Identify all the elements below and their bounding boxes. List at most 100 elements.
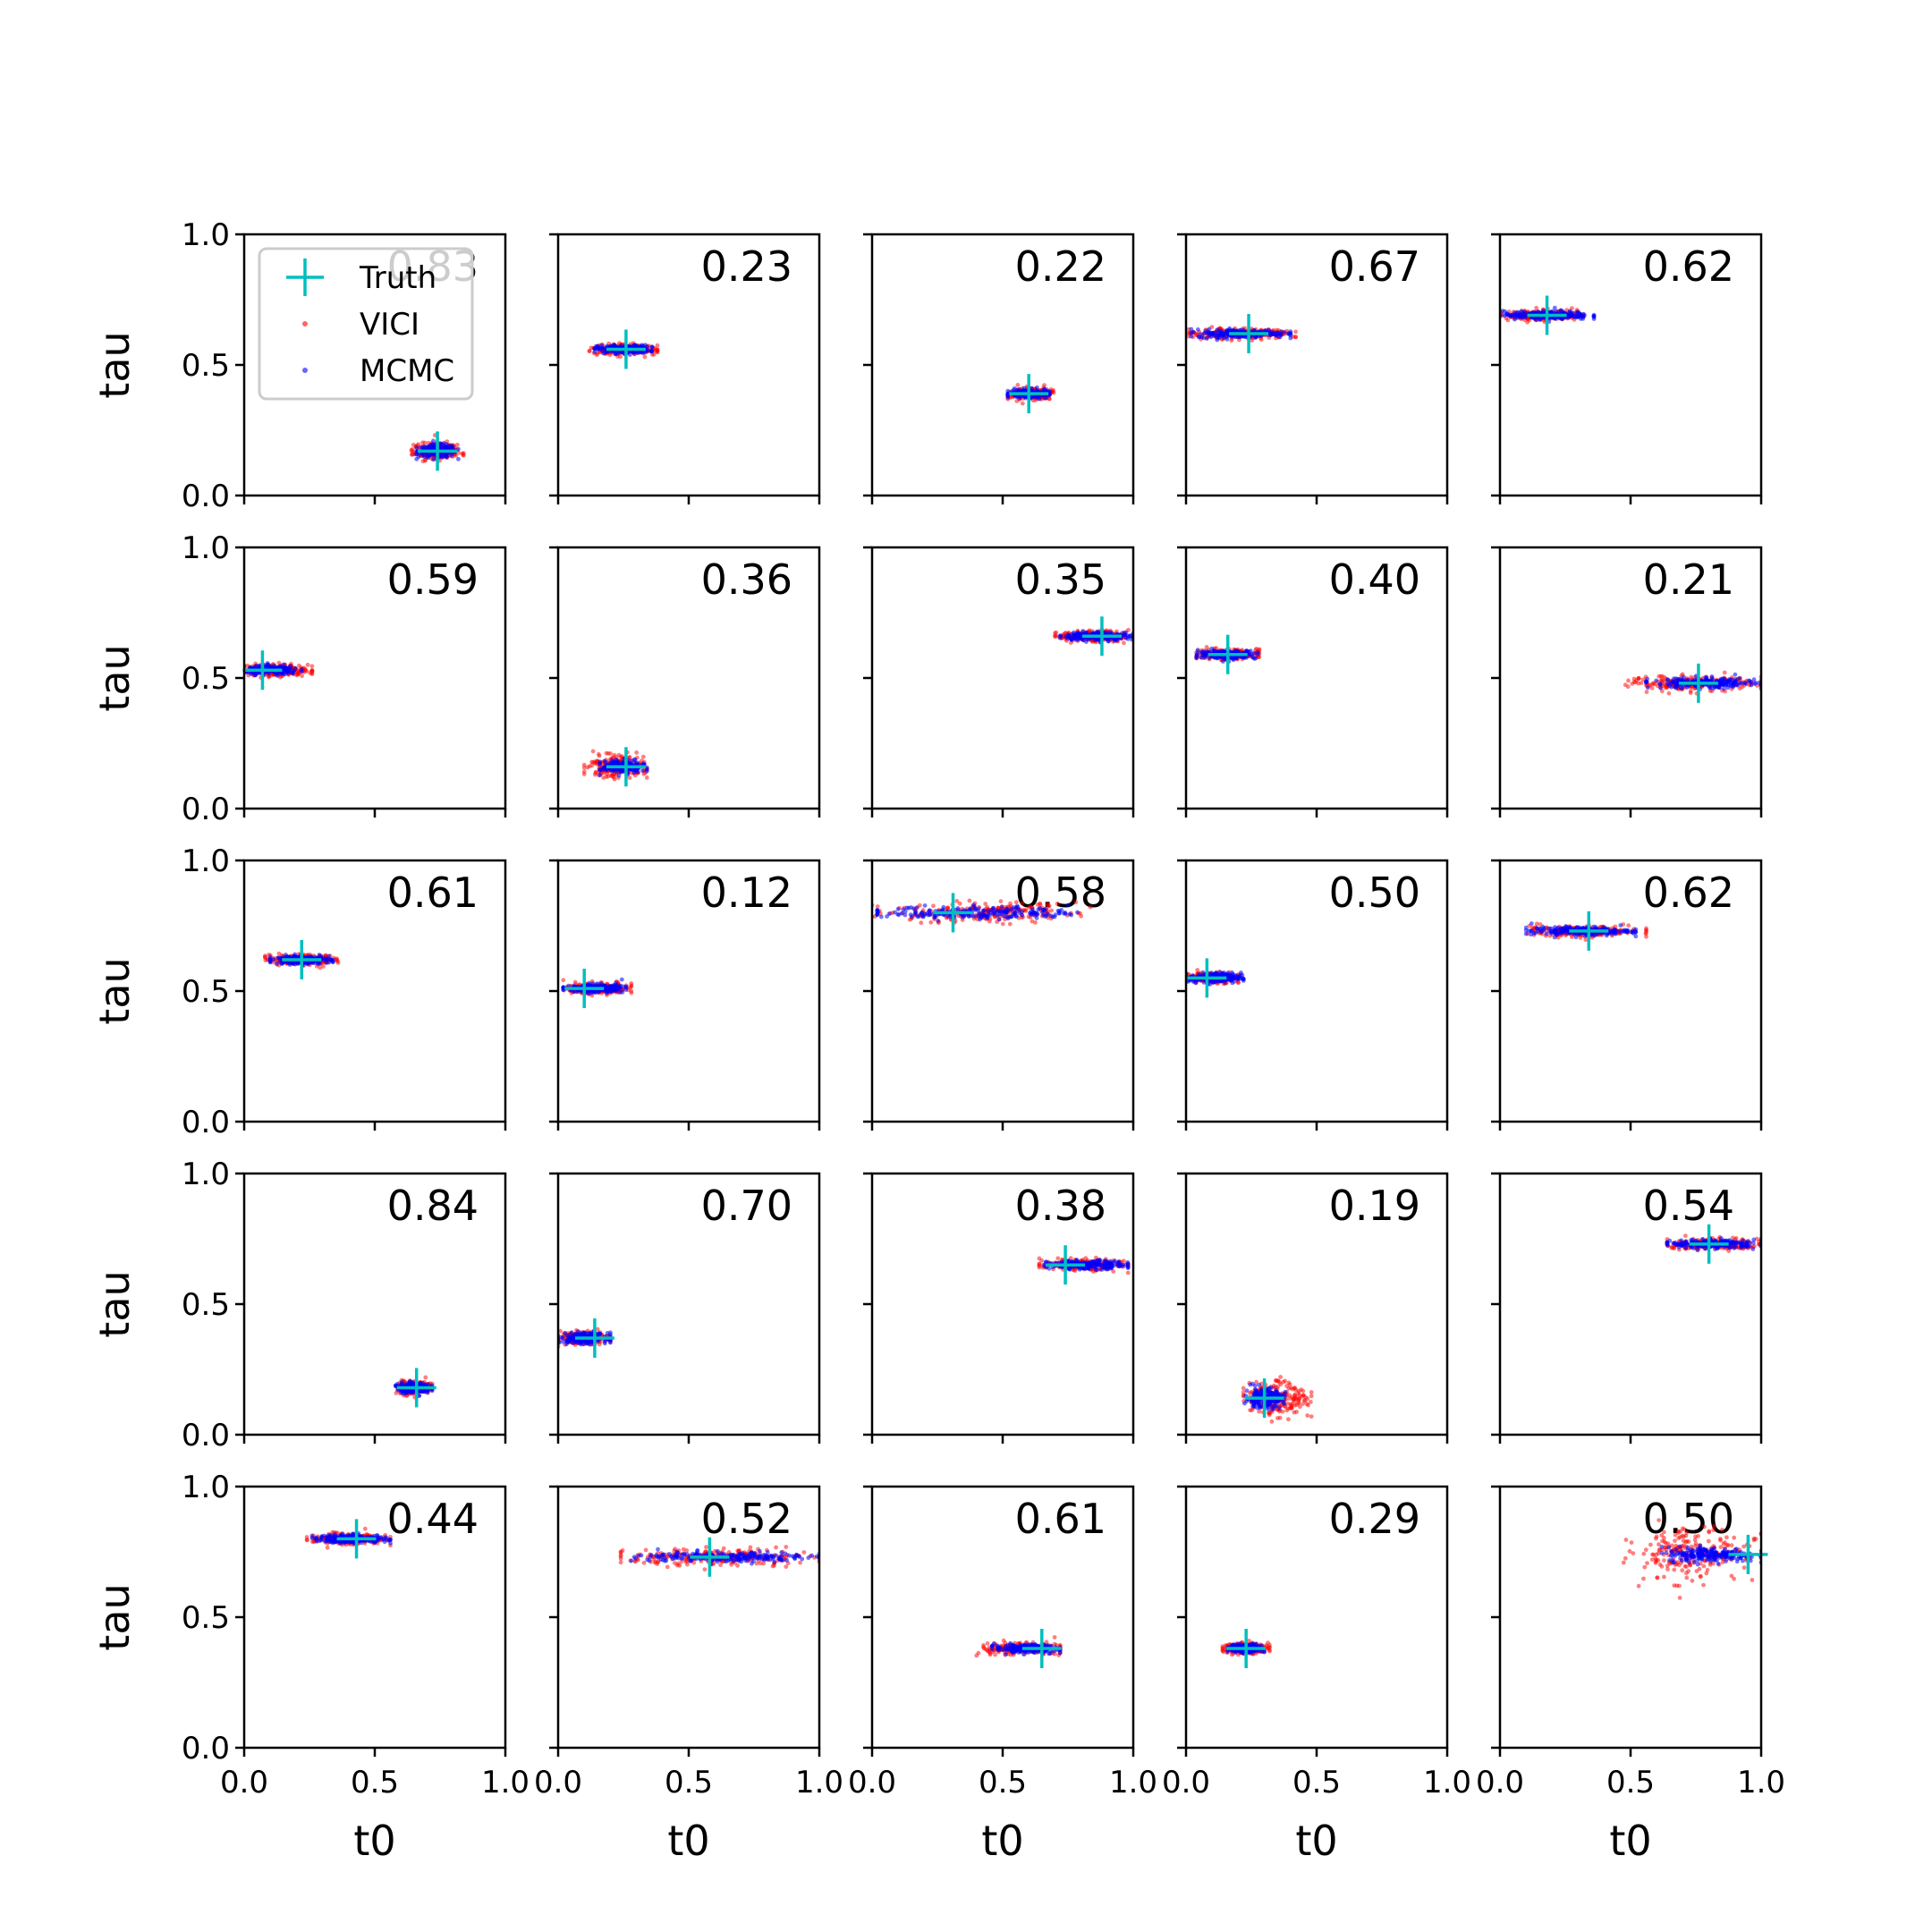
mcmc-point (596, 346, 601, 351)
vici-point (1293, 335, 1298, 340)
mcmc-point (1739, 681, 1744, 685)
mcmc-point (1725, 679, 1731, 684)
mcmc-point (611, 767, 615, 773)
mcmc-point (1550, 309, 1555, 314)
mcmc-point (1559, 316, 1564, 320)
mcmc-point (1568, 309, 1572, 314)
y-tick-label: 0.5 (182, 348, 230, 384)
mcmc-point (1288, 331, 1293, 336)
mcmc-point (1042, 395, 1047, 401)
mcmc-point (597, 760, 603, 766)
mcmc-point (431, 457, 436, 462)
mcmc-point (299, 666, 304, 672)
vici-point (590, 759, 596, 765)
vici-point (640, 754, 646, 759)
vici-point (634, 750, 640, 755)
vici-point (641, 771, 647, 776)
mcmc-point (1721, 686, 1726, 691)
mcmc-point (1644, 680, 1648, 685)
mcmc-point (1094, 637, 1099, 642)
mcmc-point (269, 665, 275, 670)
mcmc-point (1531, 316, 1537, 321)
subplot-1-4: 0.67 (1177, 233, 1449, 504)
mcmc-point (1207, 326, 1212, 332)
mcmc-point (1253, 335, 1258, 339)
mcmc-point (597, 773, 603, 778)
mcmc-point (1189, 334, 1194, 339)
vici-point (455, 442, 460, 447)
vici-point (1630, 682, 1635, 686)
mcmc-point (420, 445, 426, 450)
mcmc-point (1202, 655, 1207, 660)
vici-point (1229, 338, 1234, 343)
subplot-grid: 0.830.00.51.0tau0.230.220.670.620.590.00… (90, 217, 1785, 1865)
vici-point (422, 440, 428, 445)
mcmc-point (1080, 629, 1085, 634)
vici-point (590, 749, 596, 754)
truth-marker (1527, 295, 1567, 335)
vici-point (309, 664, 315, 669)
vici-point (411, 443, 416, 447)
mcmc-point (1206, 330, 1211, 335)
mcmc-point (649, 344, 655, 350)
mcmc-point (1277, 335, 1283, 340)
mcmc-point (1204, 336, 1209, 341)
vici-point (1666, 691, 1672, 696)
vici-point (1660, 678, 1665, 682)
vici-point (1650, 682, 1656, 686)
vici-point (1644, 690, 1649, 694)
mcmc-point (632, 758, 638, 762)
mcmc-point (1523, 312, 1529, 318)
subplot-annotation: 0.40 (1329, 555, 1420, 604)
vici-point (587, 349, 592, 353)
vici-point (305, 662, 310, 667)
mcmc-point (601, 351, 606, 356)
mcmc-point (1504, 311, 1509, 317)
vici-point (335, 961, 341, 965)
mcmc-point (414, 456, 419, 462)
mcmc-point (288, 664, 292, 669)
subplot-annotation: 0.21 (1643, 555, 1734, 604)
mcmc-point (1215, 327, 1220, 333)
vici-point (309, 669, 315, 674)
mcmc-point (641, 761, 646, 767)
vici-point (276, 951, 282, 956)
mcmc-point (1751, 677, 1757, 682)
subplot-annotation: 0.67 (1329, 242, 1420, 291)
mcmc-point (1277, 332, 1283, 336)
vici-point (608, 773, 614, 778)
mcmc-point (456, 446, 461, 452)
mcmc-point (1237, 327, 1242, 333)
mcmc-point (592, 350, 597, 354)
truth-marker (1081, 616, 1122, 657)
mcmc-point (456, 456, 461, 462)
vici-point (1623, 682, 1628, 688)
mcmc-point (251, 671, 257, 676)
truth-marker (418, 431, 458, 471)
mcmc-point (1191, 329, 1196, 335)
vici-point (1688, 689, 1693, 693)
mcmc-point (1005, 388, 1011, 394)
mcmc-point (1267, 327, 1272, 333)
vici-point (1015, 383, 1021, 387)
mcmc-point (1591, 313, 1597, 318)
vici-point (596, 751, 601, 757)
mcmc-point (1645, 685, 1650, 691)
vici-point (1626, 678, 1631, 683)
mcmc-point (644, 768, 649, 774)
mcmc-point (1723, 679, 1727, 684)
subplot-3-2: 0.12 (549, 859, 821, 1131)
mcmc-point (1582, 313, 1587, 318)
vici-point (1639, 681, 1644, 685)
y-tick-label: 0.5 (182, 661, 230, 697)
y-tick-label: 0.0 (182, 792, 230, 827)
mcmc-point (441, 441, 445, 446)
mcmc-point (1073, 638, 1079, 642)
subplot-annotation: 0.23 (701, 242, 792, 291)
mcmc-point (330, 957, 335, 962)
mcmc-point (271, 957, 276, 962)
mcmc-point (1197, 335, 1202, 340)
y-tick-label: 1.0 (182, 530, 230, 566)
mcmc-point (1749, 682, 1754, 688)
